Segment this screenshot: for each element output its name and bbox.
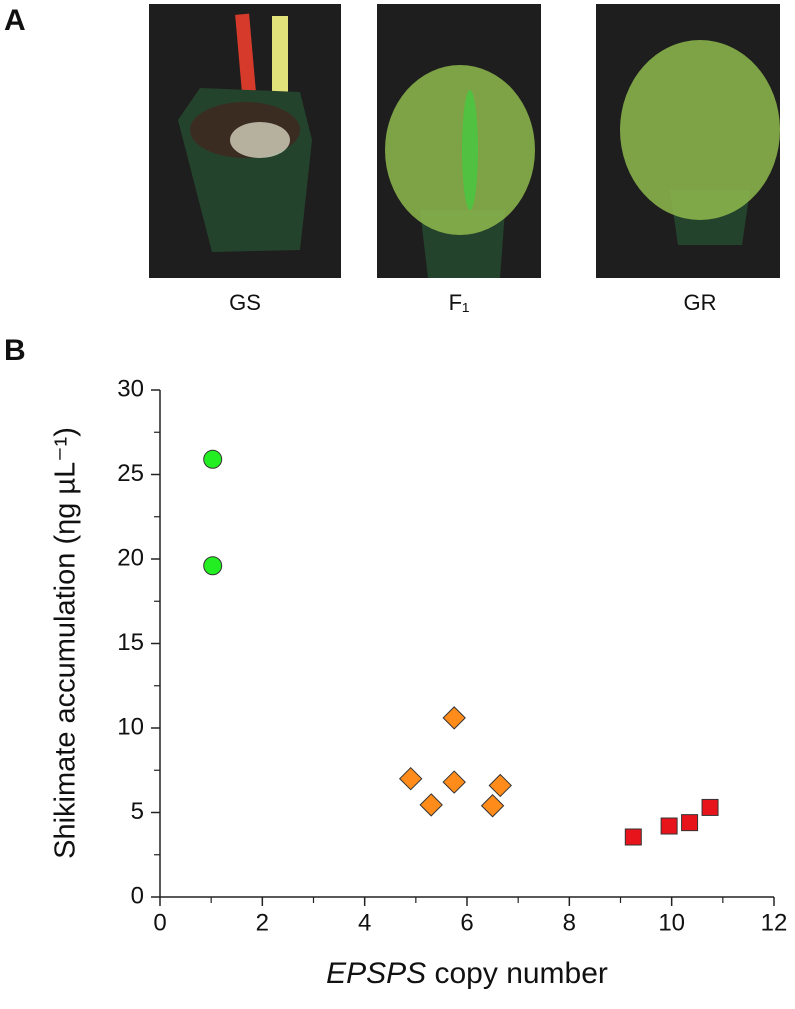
point	[442, 770, 466, 794]
x-tick-label: 12	[761, 909, 788, 936]
y-tick-label: 10	[117, 713, 144, 740]
photo-caption: F₁	[449, 290, 470, 315]
point	[488, 773, 512, 798]
point	[660, 817, 678, 835]
panel-label: A	[4, 4, 26, 37]
point	[203, 556, 223, 576]
point	[442, 706, 466, 730]
photo-caption: GR	[684, 290, 717, 315]
photo	[149, 4, 341, 278]
x-tick-label: 6	[460, 909, 473, 936]
photo	[377, 4, 541, 278]
photo	[596, 4, 780, 278]
panel-label: B	[4, 334, 26, 367]
y-tick-label: 5	[131, 798, 144, 825]
x-tick-label: 8	[563, 909, 576, 936]
y-tick-label: 20	[117, 544, 144, 571]
point	[419, 793, 443, 817]
y-tick-label: 25	[117, 460, 144, 487]
point	[399, 766, 423, 791]
point	[203, 449, 223, 469]
x-axis-title-rest: copy number	[434, 957, 607, 990]
y-tick-label: 30	[117, 375, 144, 402]
x-axis-title-italic: EPSPS	[326, 957, 426, 990]
point	[701, 798, 719, 816]
x-tick-label: 4	[358, 909, 371, 936]
point	[681, 814, 699, 832]
y-tick-label: 0	[131, 882, 144, 909]
point	[624, 828, 642, 846]
x-tick-label: 2	[256, 909, 269, 936]
photo-caption: GS	[229, 290, 261, 315]
x-tick-label: 0	[153, 909, 166, 936]
y-tick-label: 15	[117, 629, 144, 656]
x-tick-label: 10	[658, 909, 685, 936]
y-axis-title: Shikimate accumulation (ηg µL⁻¹)	[50, 427, 82, 859]
x-axis-title: EPSPS copy number	[326, 957, 608, 990]
point	[480, 794, 505, 818]
